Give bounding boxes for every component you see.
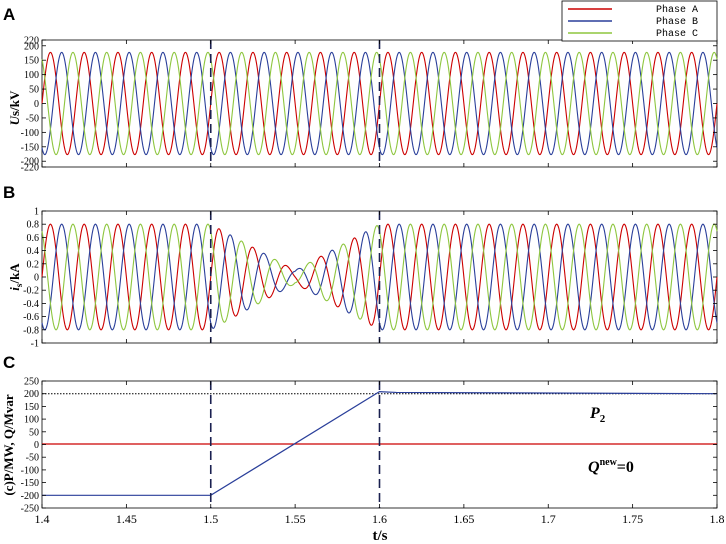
panel-letter-b: B [3, 183, 15, 202]
x-tick-label: 1.7 [541, 512, 556, 526]
panel-letter-a: A [3, 5, 15, 24]
panel-b-current: -1 -0.8 -0.6 -0.4 -0.2 0 0.2 0.4 0.6 0.8 1 is/kA [7, 207, 718, 350]
y-tick-label: -150 [21, 142, 39, 153]
y-tick-label: 0.6 [27, 233, 40, 244]
series-phase-a [41, 223, 718, 331]
legend-label-phase-a: Phase A [656, 4, 698, 16]
y-tick-label: 0 [34, 99, 39, 110]
y-tick-label: 220 [24, 36, 39, 47]
annotation-p2: P2 [589, 405, 606, 425]
annotation-q-new: Qnew=0 [588, 457, 634, 476]
y-tick-label: -0.2 [23, 286, 39, 297]
y-tick-label: -0.4 [23, 299, 39, 310]
y-tick-label: -200 [21, 491, 39, 502]
panel-c-event-lines [209, 381, 381, 508]
x-tick-label: 1.4 [35, 512, 50, 526]
y-tick-label: 0.2 [27, 259, 40, 270]
legend: Phase A Phase B Phase C [561, 0, 718, 42]
y-tick-label: -0.6 [23, 312, 39, 323]
y-tick-label: 50 [29, 427, 39, 438]
y-tick-label: -100 [21, 128, 39, 139]
y-tick-label: -50 [26, 453, 39, 464]
y-tick-label: 200 [24, 389, 39, 400]
panel-c-y-label: (c)P/MW, Q/Mvar [1, 394, 16, 496]
y-tick-label: -100 [21, 465, 39, 476]
y-tick-label: 0 [34, 440, 39, 451]
y-tick-label: 100 [24, 70, 39, 81]
panel-letter-c: C [3, 353, 15, 372]
y-tick-label: -250 [21, 504, 39, 515]
panel-a-y-label: Us/kV [7, 90, 22, 125]
y-tick-label: 150 [24, 56, 39, 67]
y-tick-label: 1 [34, 207, 39, 218]
y-tick-label: 0 [34, 273, 39, 284]
x-tick-label: 1.65 [453, 512, 474, 526]
x-tick-label: 1.55 [285, 512, 306, 526]
series-phase-b [41, 223, 718, 331]
x-axis-label: t/s [373, 528, 388, 544]
y-tick-label: -150 [21, 478, 39, 489]
legend-label-phase-b: Phase B [656, 16, 698, 28]
panel-a-event-lines [209, 40, 381, 167]
legend-label-phase-c: Phase C [656, 28, 698, 40]
y-tick-label: -0.8 [23, 325, 39, 336]
y-tick-label: 0.8 [27, 220, 40, 231]
y-tick-label: 100 [24, 415, 39, 426]
y-tick-label: 200 [24, 41, 39, 52]
y-tick-label: -200 [21, 157, 39, 168]
y-tick-label: 250 [24, 377, 39, 388]
x-tick-label: 1.45 [116, 512, 137, 526]
panel-c-series-p [42, 391, 718, 496]
y-tick-label: 150 [24, 402, 39, 413]
panel-b-y-ticks: -1 -0.8 -0.6 -0.4 -0.2 0 0.2 0.4 0.6 0.8 1 [23, 207, 718, 350]
y-tick-label: 50 [29, 85, 39, 96]
y-tick-label: -1 [31, 339, 39, 350]
y-tick-label: -220 [21, 163, 39, 174]
panel-b-y-label: is/kA [7, 263, 24, 291]
panel-c-x-ticks: 1.4 1.45 1.5 1.55 1.6 1.65 1.7 1.75 1.8 [35, 512, 725, 526]
x-tick-label: 1.6 [372, 512, 387, 526]
y-tick-label: -50 [26, 113, 39, 124]
x-tick-label: 1.5 [203, 512, 218, 526]
x-tick-label: 1.75 [622, 512, 643, 526]
panel-b-event-lines [209, 211, 381, 343]
series-phase-b [41, 51, 718, 156]
y-tick-label: 0.4 [27, 246, 40, 257]
x-tick-label: 1.8 [710, 512, 725, 526]
